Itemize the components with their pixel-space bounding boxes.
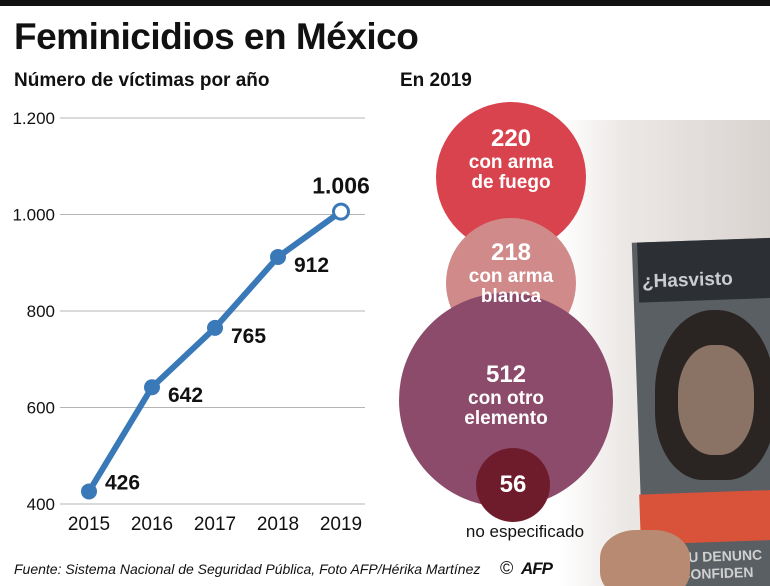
data-label: 765 — [231, 325, 266, 348]
data-labels: 426 642 765 912 1.006 — [105, 173, 370, 495]
line-chart: 400 600 800 1.000 1.200 2015 2016 2017 2018 2019… — [12, 109, 370, 535]
y-tick-label: 800 — [27, 302, 55, 321]
bubble-unspecified-value: 56 — [499, 471, 527, 498]
unspecified-label: no especificado — [465, 522, 585, 541]
hand — [600, 530, 690, 586]
data-point — [207, 319, 223, 336]
top-rule — [0, 0, 770, 6]
bubble-other-value: 512 — [485, 361, 527, 388]
bubble-unspecified — [476, 448, 550, 522]
bubble-other-text: 512 con otro elemento — [399, 361, 613, 429]
y-axis: 400 600 800 1.000 1.200 — [12, 109, 55, 514]
y-tick-label: 400 — [27, 495, 55, 514]
data-point — [270, 248, 286, 265]
poster-text: ¿Hasvisto — [641, 268, 734, 293]
data-points — [81, 202, 350, 500]
x-axis: 2015 2016 2017 2018 2019 — [68, 514, 362, 535]
x-tick-label: 2015 — [68, 514, 110, 535]
bubble-knife-text: 218 con arma blanca — [446, 239, 576, 307]
x-tick-label: 2017 — [194, 514, 236, 535]
copyright-symbol: © — [500, 558, 514, 578]
data-point — [81, 483, 97, 500]
data-label: 1.006 — [312, 173, 370, 199]
data-label: 912 — [294, 254, 329, 277]
y-tick-label: 1.200 — [12, 109, 55, 128]
chart-title: Número de víctimas por año — [14, 70, 270, 91]
y-tick-label: 1.000 — [12, 206, 55, 225]
page-title: Feminicidios en México — [14, 16, 419, 57]
bubble-firearm-text: 220 con arma de fuego — [436, 125, 586, 193]
data-point — [332, 202, 350, 221]
bubble-knife-value: 218 — [490, 239, 532, 266]
source-note: Fuente: Sistema Nacional de Seguridad Pú… — [14, 561, 481, 577]
y-tick-label: 600 — [27, 399, 55, 418]
bubble-unspecified-text: 56 — [476, 471, 550, 499]
data-label: 642 — [168, 384, 203, 407]
x-tick-label: 2018 — [257, 514, 299, 535]
data-label: 426 — [105, 471, 140, 494]
poster-banner: TU DENUNC CONFIDEN — [679, 546, 763, 583]
bubble-firearm-value: 220 — [490, 125, 532, 152]
x-tick-label: 2016 — [131, 514, 173, 535]
grid-layer — [60, 117, 365, 505]
afp-logo: AFP — [521, 559, 553, 578]
breakdown-title: En 2019 — [400, 70, 472, 91]
x-tick-label: 2019 — [320, 514, 362, 535]
data-point — [144, 379, 160, 396]
